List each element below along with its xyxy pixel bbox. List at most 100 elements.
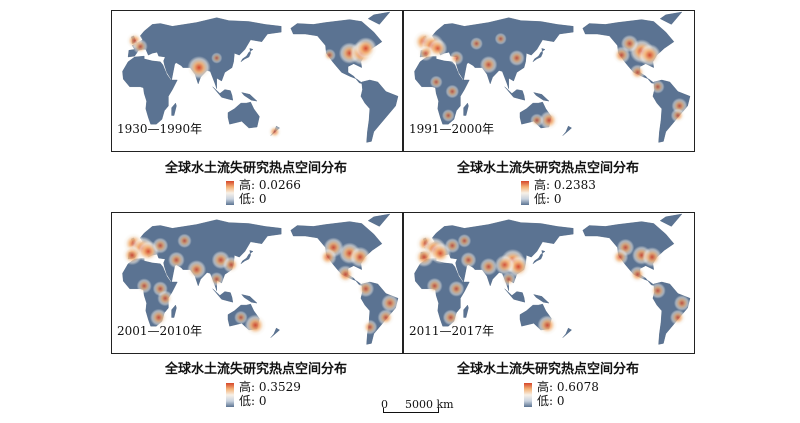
- hotspot: [267, 125, 282, 139]
- landmass-new-guinea: [241, 294, 258, 304]
- world-map: [112, 11, 402, 151]
- landmass-australia: [227, 101, 260, 129]
- hotspot: [629, 266, 646, 283]
- scale-bar-tick: [383, 408, 384, 413]
- hotspot: [122, 245, 143, 266]
- landmass-madagascar: [463, 304, 469, 318]
- scale-bar-start: 0: [381, 398, 388, 411]
- landmass-new-zealand: [562, 327, 572, 338]
- hotspot: [354, 37, 377, 60]
- hotspot: [222, 256, 240, 274]
- landmass-greenland: [659, 213, 683, 227]
- hotspot: [444, 238, 460, 254]
- scale-bar-tick: [438, 408, 439, 413]
- landmass-indonesia: [212, 288, 234, 303]
- legend-color-ramp: [524, 383, 532, 407]
- world-map: [404, 11, 694, 151]
- panel-title: 全球水土流失研究热点空间分布: [164, 362, 347, 377]
- landmass-new-guinea: [533, 92, 550, 102]
- landmass-greenland: [659, 11, 683, 25]
- hotspot: [651, 80, 665, 94]
- legend-low: 低: 0: [537, 394, 565, 408]
- hotspot: [479, 257, 498, 276]
- period-label: 2011—2017年: [409, 324, 495, 338]
- landmass-new-guinea: [241, 92, 258, 102]
- hotspot: [168, 251, 185, 269]
- hotspot: [537, 315, 558, 336]
- panel-title: 全球水土流失研究热点空间分布: [456, 161, 639, 176]
- landmass-south-america: [360, 79, 399, 143]
- hotspot: [441, 109, 455, 122]
- landmass-eurasia: [127, 17, 282, 89]
- hotspot: [638, 43, 661, 67]
- hotspot: [539, 110, 559, 130]
- hotspot: [442, 309, 459, 326]
- hotspot: [448, 280, 465, 297]
- legend-color-ramp: [521, 181, 529, 205]
- hotspot: [336, 265, 355, 284]
- hotspot: [530, 113, 544, 128]
- hotspot: [211, 52, 223, 64]
- landmass-madagascar: [463, 102, 469, 116]
- hotspot: [426, 277, 443, 294]
- hotspot: [479, 55, 498, 74]
- hotspot: [417, 45, 434, 62]
- hotspot: [612, 46, 631, 64]
- map-panel-1930-1990: 1930—1990年: [111, 10, 403, 152]
- hotspot: [642, 247, 663, 268]
- landmass-greenland: [367, 213, 391, 227]
- period-label: 1991—2000年: [409, 122, 495, 136]
- scale-bar-end: 5000 km: [405, 398, 454, 411]
- hotspot: [508, 50, 525, 66]
- hotspot: [149, 308, 168, 327]
- hotspot: [429, 75, 443, 89]
- hotspot: [460, 252, 477, 268]
- landmass-madagascar: [171, 102, 177, 116]
- legend-color-ramp: [226, 383, 234, 407]
- scale-bar: 0 5000 km: [381, 398, 454, 423]
- legend-low: 低: 0: [239, 394, 267, 408]
- hotspot: [381, 294, 399, 312]
- hotspot: [323, 48, 336, 62]
- legend-high: 高: 0.3529: [239, 380, 301, 394]
- world-map: [112, 213, 402, 353]
- panel-title: 全球水土流失研究热点空间分布: [164, 161, 347, 176]
- landmass-new-zealand: [270, 327, 280, 338]
- hotspot: [669, 309, 686, 326]
- landmass-japan: [240, 250, 254, 264]
- hotspot: [470, 37, 483, 50]
- hotspot: [629, 64, 646, 81]
- hotspot: [649, 282, 666, 299]
- landmass-south-america: [652, 79, 691, 143]
- hotspot: [357, 280, 375, 298]
- hotspot: [244, 314, 267, 336]
- hotspot: [136, 278, 152, 294]
- hotspot: [611, 248, 629, 266]
- landmass-madagascar: [171, 304, 177, 318]
- legend-color-ramp: [226, 181, 234, 205]
- landmass-new-zealand: [562, 125, 572, 136]
- hotspot: [377, 309, 395, 326]
- landmass-indonesia: [504, 288, 526, 303]
- legend-high: 高: 0.2383: [534, 178, 596, 192]
- hotspot: [449, 50, 464, 66]
- landmass-japan: [532, 48, 546, 62]
- legend-low: 低: 0: [534, 192, 562, 206]
- landmass-japan: [240, 48, 254, 62]
- legend-high: 高: 0.6078: [537, 380, 599, 394]
- hotspot: [414, 247, 435, 268]
- hotspot: [152, 237, 169, 254]
- hotspot: [209, 272, 224, 287]
- hotspot: [132, 38, 148, 55]
- hotspot: [187, 56, 211, 80]
- hotspot: [234, 310, 248, 325]
- hotspot: [177, 233, 192, 248]
- landmass-greenland: [367, 11, 391, 25]
- hotspot: [187, 260, 207, 280]
- legend-high: 高: 0.0266: [239, 178, 301, 192]
- landmass-indonesia: [212, 86, 234, 101]
- landmass-new-guinea: [533, 294, 550, 304]
- landmass-africa: [414, 55, 470, 125]
- hotspot: [494, 32, 507, 45]
- hotspot: [319, 248, 337, 266]
